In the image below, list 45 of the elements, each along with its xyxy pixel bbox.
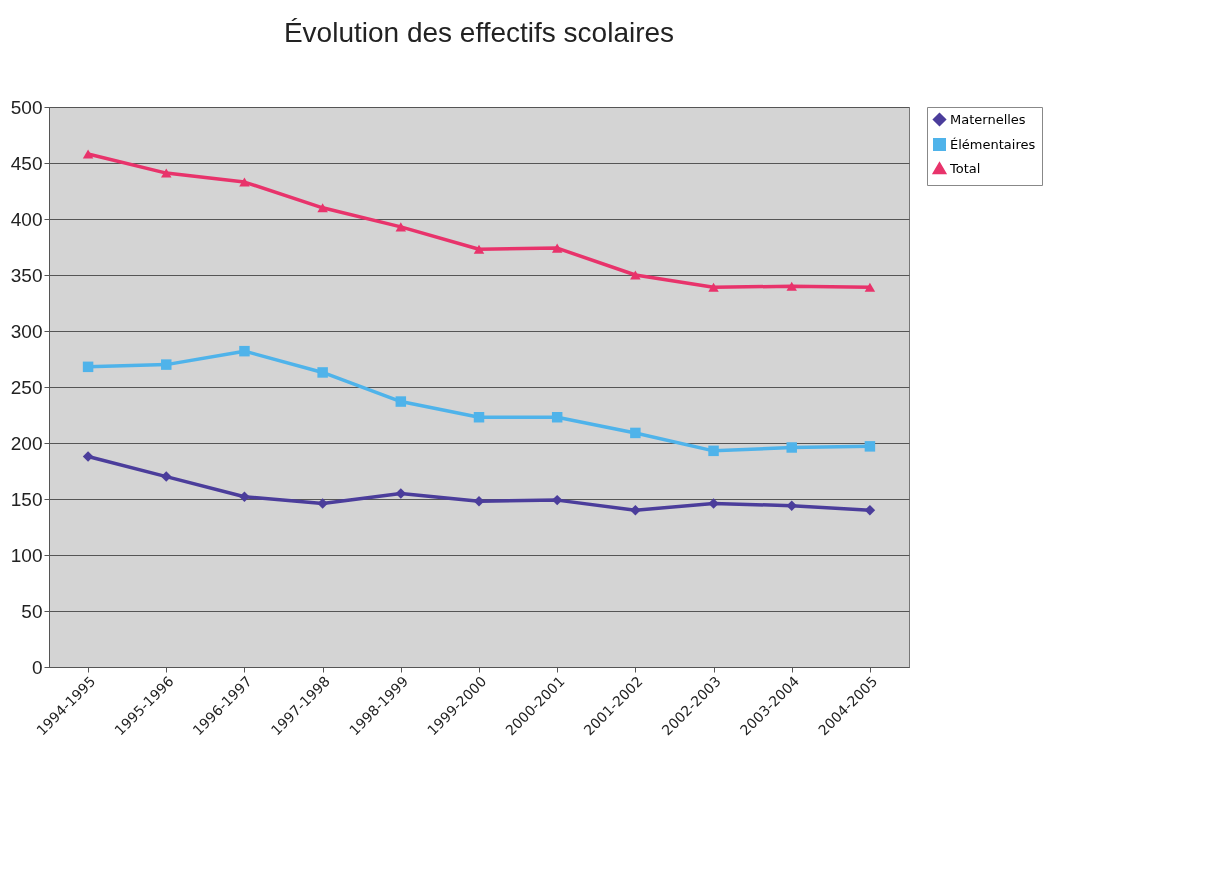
- y-tick-label: 450: [10, 152, 43, 174]
- y-tick-label: 200: [10, 432, 43, 454]
- point: [82, 149, 94, 159]
- point: [317, 367, 328, 378]
- point: [161, 359, 172, 370]
- y-tick-label: 50: [21, 600, 43, 622]
- y-tick-label: 500: [10, 96, 43, 118]
- y-tick-label: 250: [10, 376, 43, 398]
- point: [630, 270, 641, 280]
- point: [864, 282, 876, 292]
- point: [551, 412, 563, 423]
- point: [473, 412, 485, 423]
- point: [395, 488, 407, 499]
- point: [317, 203, 328, 213]
- point: [161, 168, 172, 178]
- point: [239, 491, 250, 502]
- chart-title: Évolution des effectifs scolaires: [283, 17, 675, 48]
- y-tick-label: 400: [10, 208, 43, 230]
- point: [708, 445, 719, 457]
- point: [864, 504, 876, 516]
- point: [82, 361, 94, 373]
- y-tick-label: 0: [31, 656, 43, 678]
- point: [786, 442, 797, 453]
- legend-label: Total: [949, 160, 981, 176]
- point: [708, 498, 719, 509]
- y-tick-label: 150: [10, 488, 43, 510]
- point: [161, 471, 172, 482]
- point: [708, 282, 719, 292]
- y-tick-label: 100: [10, 544, 43, 566]
- point: [630, 504, 641, 516]
- legend-label: Maternelles: [950, 111, 1026, 127]
- point: [239, 345, 250, 357]
- point: [473, 244, 485, 254]
- point: [317, 498, 328, 509]
- point: [864, 441, 876, 452]
- point: [786, 281, 797, 291]
- point: [82, 451, 94, 462]
- legend-label: Élémentaires: [950, 136, 1036, 152]
- point: [395, 222, 407, 232]
- point: [630, 427, 641, 439]
- y-tick-label: 300: [10, 320, 43, 342]
- y-tick-label: 350: [10, 264, 43, 286]
- point: [395, 396, 407, 407]
- point: [239, 177, 250, 187]
- point: [551, 243, 563, 253]
